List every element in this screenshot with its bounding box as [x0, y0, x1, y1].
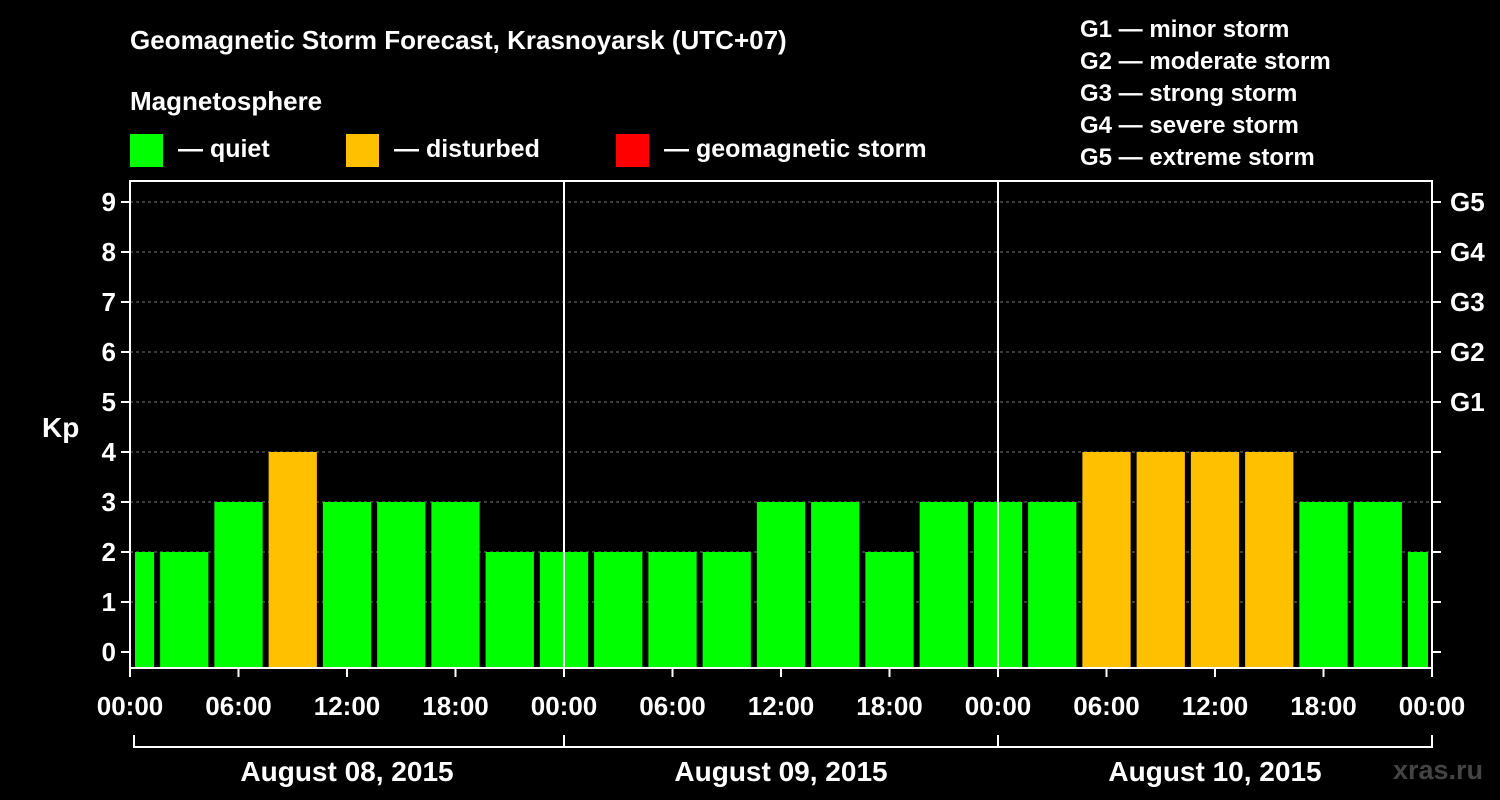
- x-tick-label: 06:00: [639, 691, 706, 721]
- g-level-label: G2: [1450, 337, 1485, 367]
- g-level-label: G5: [1450, 187, 1485, 217]
- y-tick-label: 1: [102, 587, 116, 617]
- kp-bar: [919, 502, 968, 668]
- storm-scale-legend: G1 — minor storm G2 — moderate storm G3 …: [1080, 16, 1331, 171]
- kp-bar: [811, 502, 860, 668]
- date-label: August 10, 2015: [1108, 756, 1321, 787]
- g-level-label: G1: [1450, 387, 1485, 417]
- watermark: xras.ru: [1393, 755, 1483, 785]
- x-tick-label: 06:00: [205, 691, 272, 721]
- kp-bar: [648, 552, 697, 668]
- x-tick-label: 00:00: [1399, 691, 1466, 721]
- x-tick-label: 18:00: [422, 691, 489, 721]
- kp-bar: [1082, 452, 1131, 668]
- bars: [135, 452, 1428, 668]
- legend-label-quiet: — quiet: [178, 135, 270, 163]
- kp-bar: [702, 552, 751, 668]
- kp-bar: [756, 502, 806, 668]
- y-tick-label: 0: [102, 637, 116, 667]
- storm-scale-g5: G5 — extreme storm: [1080, 144, 1315, 171]
- legend-label-disturbed: — disturbed: [394, 135, 540, 163]
- x-tick-label: 00:00: [97, 691, 164, 721]
- kp-bar: [1136, 452, 1185, 668]
- g-level-label: G4: [1450, 237, 1485, 267]
- axes: 0 1 2 3 4 5 6 7 8 9 G1 G2 G3 G4 G5 00:00 06:00 12:00 18:00…: [97, 180, 1485, 787]
- kp-bar: [268, 452, 317, 668]
- legend-swatch-quiet: [130, 134, 163, 167]
- legend-swatch-disturbed: [346, 134, 379, 167]
- chart-title: Geomagnetic Storm Forecast, Krasnoyarsk …: [130, 25, 787, 55]
- y-axis-label: Kp: [42, 412, 79, 443]
- x-tick-label: 18:00: [1290, 691, 1357, 721]
- x-tick-label: 12:00: [314, 691, 381, 721]
- kp-bar: [865, 552, 914, 668]
- legend-label-storm: — geomagnetic storm: [664, 135, 927, 163]
- kp-bar: [1299, 502, 1348, 668]
- y-tick-label: 8: [102, 237, 116, 267]
- legend-heading: Magnetosphere: [130, 86, 322, 116]
- storm-scale-g2: G2 — moderate storm: [1080, 48, 1331, 75]
- kp-bar: [1353, 502, 1402, 668]
- kp-bar: [594, 552, 643, 668]
- x-tick-label: 12:00: [748, 691, 815, 721]
- kp-bar: [1407, 552, 1428, 668]
- kp-bar: [214, 502, 263, 668]
- y-tick-label: 5: [102, 387, 116, 417]
- kp-bar: [1245, 452, 1294, 668]
- g-level-label: G3: [1450, 287, 1485, 317]
- storm-scale-g4: G4 — severe storm: [1080, 112, 1299, 139]
- y-tick-label: 6: [102, 337, 116, 367]
- legend-swatch-storm: [616, 134, 649, 167]
- kp-bar: [1190, 452, 1240, 668]
- x-tick-label: 12:00: [1182, 691, 1249, 721]
- storm-scale-g1: G1 — minor storm: [1080, 16, 1289, 43]
- x-tick-label: 18:00: [856, 691, 923, 721]
- kp-bar: [485, 552, 534, 668]
- kp-bar: [377, 502, 426, 668]
- storm-scale-g3: G3 — strong storm: [1080, 80, 1297, 107]
- kp-bar: [160, 552, 209, 668]
- kp-bar: [1028, 502, 1077, 668]
- y-tick-label: 9: [102, 187, 116, 217]
- kp-bar: [322, 502, 372, 668]
- x-tick-label: 06:00: [1073, 691, 1140, 721]
- date-label: August 09, 2015: [674, 756, 887, 787]
- date-label: August 08, 2015: [240, 756, 453, 787]
- x-tick-label: 00:00: [531, 691, 598, 721]
- x-tick-label: 00:00: [965, 691, 1032, 721]
- kp-bar: [431, 502, 480, 668]
- y-tick-label: 3: [102, 487, 116, 517]
- y-tick-label: 4: [102, 437, 117, 467]
- kp-bar: [135, 552, 155, 668]
- y-tick-label: 7: [102, 287, 116, 317]
- legend: — quiet — disturbed — geomagnetic storm: [130, 134, 927, 167]
- y-tick-label: 2: [102, 537, 116, 567]
